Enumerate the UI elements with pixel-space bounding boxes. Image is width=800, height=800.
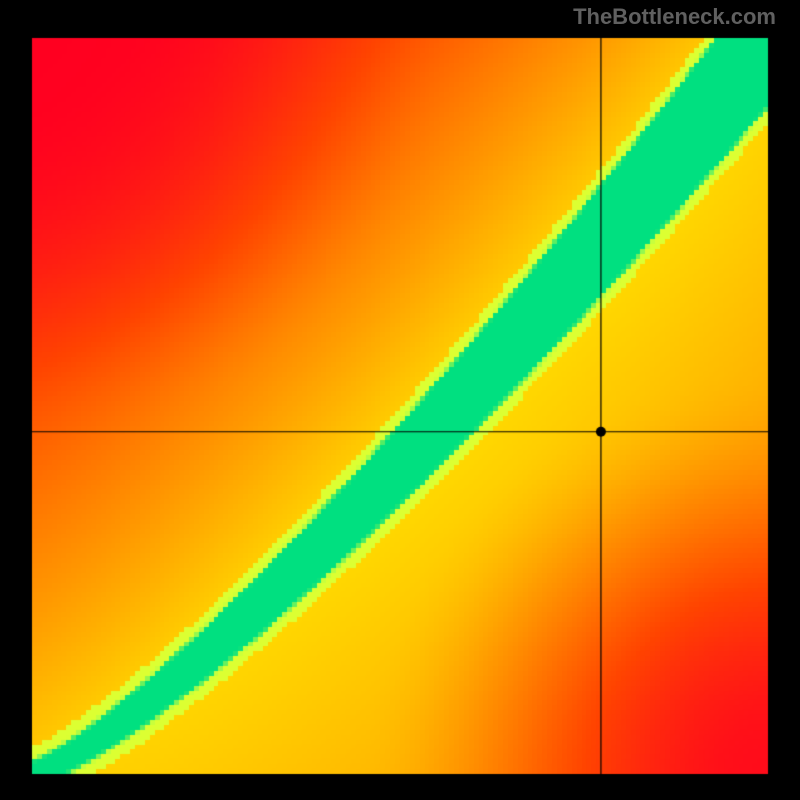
chart-container: TheBottleneck.com bbox=[0, 0, 800, 800]
heatmap-canvas bbox=[0, 0, 800, 800]
